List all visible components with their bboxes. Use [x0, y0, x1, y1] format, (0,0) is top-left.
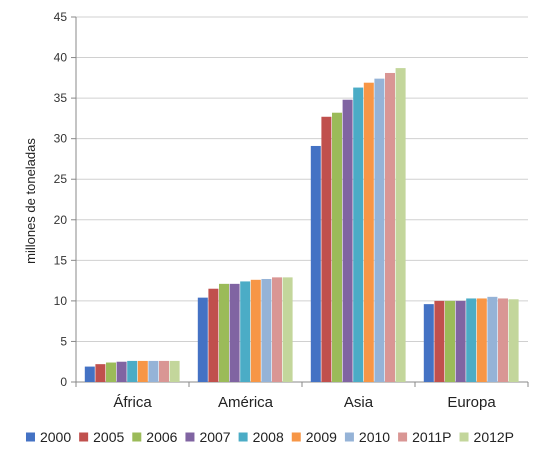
- legend-label: 2007: [199, 429, 230, 445]
- bar-2012P-0: [169, 360, 180, 382]
- y-tick-label: 20: [54, 213, 68, 227]
- bar-2008-1: [240, 281, 251, 382]
- legend-swatch: [459, 432, 469, 442]
- legend-label: 2009: [306, 429, 337, 445]
- legend-item-2010: 2010: [344, 429, 390, 445]
- y-tick-label: 30: [54, 132, 68, 146]
- bar-2009-2: [363, 82, 374, 382]
- x-category-label: Europa: [447, 394, 496, 411]
- legend-swatch: [132, 432, 142, 442]
- bar-2000-1: [197, 297, 208, 382]
- bar-2005-3: [434, 300, 445, 382]
- bar-2006-2: [332, 112, 342, 382]
- x-category-label: África: [113, 394, 152, 411]
- y-tick-label: 45: [54, 10, 68, 24]
- legend-swatch: [25, 432, 35, 442]
- y-tick-label: 40: [54, 51, 68, 65]
- bar-2010-1: [261, 278, 272, 382]
- bar-2011P-2: [385, 72, 395, 382]
- y-tick-label: 15: [54, 253, 68, 267]
- legend-label: 2000: [40, 429, 71, 445]
- bar-2005-1: [208, 288, 219, 382]
- bar-2005-2: [321, 116, 332, 383]
- bar-2009-1: [250, 279, 261, 382]
- legend-item-2000: 2000: [25, 429, 71, 445]
- y-axis-title: millones de toneladas: [23, 138, 38, 264]
- bar-2012P-2: [395, 68, 406, 382]
- legend-item-2008: 2008: [238, 429, 284, 445]
- x-category-label: Asia: [344, 394, 374, 411]
- bar-2000-3: [423, 304, 434, 382]
- legend-label: 2010: [359, 429, 390, 445]
- legend: 2000 2005 2006 2007 2008 2009 2010 2011P 2012P: [25, 429, 514, 445]
- legend-swatch: [398, 432, 408, 442]
- bar-2006-0: [106, 362, 116, 382]
- legend-swatch: [291, 432, 301, 442]
- legend-swatch: [79, 432, 89, 442]
- legend-label: 2012P: [474, 429, 514, 445]
- legend-label: 2006: [146, 429, 177, 445]
- bar-2008-2: [353, 87, 364, 383]
- bars: [84, 68, 519, 383]
- bar-2006-1: [219, 283, 229, 382]
- y-tick-label: 35: [54, 91, 68, 105]
- bar-2009-3: [476, 298, 487, 382]
- legend-item-2007: 2007: [185, 429, 231, 445]
- legend-label: 2008: [253, 429, 284, 445]
- bar-2010-2: [374, 78, 385, 383]
- bar-2009-0: [137, 360, 148, 382]
- bar-2000-0: [84, 366, 95, 382]
- gridlines: [76, 16, 528, 342]
- bar-2005-0: [95, 364, 106, 382]
- bar-2012P-1: [282, 277, 293, 382]
- bar-2007-2: [342, 99, 353, 382]
- legend-item-2011P: 2011P: [398, 429, 452, 445]
- y-tick-label: 10: [54, 294, 68, 308]
- bar-2010-3: [487, 296, 498, 382]
- bar-2000-2: [310, 145, 321, 382]
- bar-2011P-1: [272, 277, 282, 382]
- legend-item-2006: 2006: [132, 429, 178, 445]
- x-category-label: América: [218, 394, 274, 411]
- bar-2008-0: [127, 360, 138, 382]
- bar-2011P-0: [159, 360, 169, 382]
- bar-2007-1: [229, 283, 240, 382]
- bar-2011P-3: [498, 298, 508, 382]
- bar-2010-0: [148, 360, 159, 382]
- bar-2008-3: [466, 298, 477, 382]
- legend-item-2012P: 2012P: [459, 429, 514, 445]
- y-tick-label: 25: [54, 172, 68, 186]
- legend-swatch: [238, 432, 248, 442]
- legend-label: 2005: [93, 429, 124, 445]
- y-tick-label: 5: [60, 334, 67, 348]
- bar-2006-3: [445, 300, 455, 382]
- bar-2012P-3: [508, 299, 519, 382]
- legend-swatch: [185, 432, 195, 442]
- legend-swatch: [344, 432, 354, 442]
- bar-2007-0: [116, 361, 127, 382]
- legend-item-2009: 2009: [291, 429, 337, 445]
- legend-item-2005: 2005: [79, 429, 124, 445]
- bar-2007-3: [455, 300, 466, 382]
- legend-label: 2011P: [412, 429, 451, 445]
- y-tick-label: 0: [60, 375, 67, 389]
- axis-labels: 0 5 10 15 20 25 30 35 40 45 África América Asia Europ…: [54, 10, 497, 411]
